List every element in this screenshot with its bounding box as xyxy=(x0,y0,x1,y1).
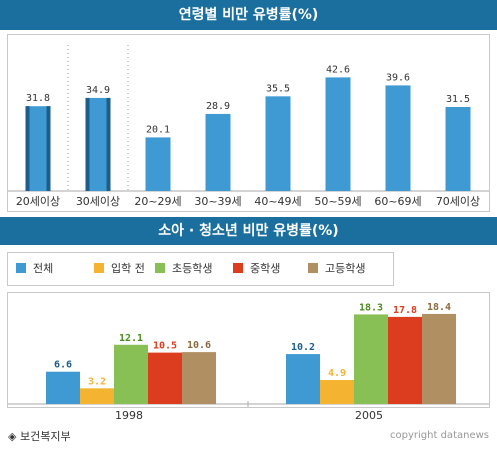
youth-bar-1998-1 xyxy=(46,371,80,404)
youth-bar-1998-4 xyxy=(148,352,182,404)
youth-chart-legend: 전체 입학 전 초등학생 중학생 고등학생 xyxy=(7,252,394,286)
age-bar-5 xyxy=(265,96,291,191)
age-bar-7 xyxy=(385,85,411,191)
age-bar-1-edge-left xyxy=(25,106,30,191)
youth-bar-1998-5 xyxy=(182,352,216,404)
legend-label-4: 중학생 xyxy=(250,262,281,275)
youth-bar-2005-3 xyxy=(354,314,388,404)
age-value-label-8: 31.5 xyxy=(446,94,470,105)
youth-bar-2005-4 xyxy=(388,316,422,404)
age-obesity-chart: 31.8 20세이상 34.9 30세이상 20.1 20~29세 28.9 30~39세 35… xyxy=(8,45,489,208)
youth-value-label-1998-5: 10.6 xyxy=(187,340,211,351)
legend-item-4: 중학생 xyxy=(233,253,280,285)
age-value-label-1: 31.8 xyxy=(26,93,50,104)
youth-value-label-2005-4: 17.8 xyxy=(393,305,417,316)
age-category-label-2: 30세이상 xyxy=(76,195,120,208)
age-value-label-6: 42.6 xyxy=(326,64,350,75)
age-chart-title: 연령별 비만 유병률(%) xyxy=(0,0,497,30)
age-category-label-8: 70세이상 xyxy=(436,195,480,208)
age-category-label-6: 50~59세 xyxy=(314,195,361,208)
youth-bar-1998-3 xyxy=(114,344,148,404)
copyright-note: copyright datanews xyxy=(390,430,489,441)
legend-item-3: 초등학생 xyxy=(155,253,212,285)
age-bar-2-edge-left xyxy=(85,97,90,191)
legend-swatch-2 xyxy=(94,263,104,273)
youth-value-label-2005-1: 10.2 xyxy=(291,342,315,353)
youth-value-label-2005-3: 18.3 xyxy=(359,302,383,313)
age-bar-4 xyxy=(205,113,231,191)
youth-category-label-2: 2005 xyxy=(355,409,383,422)
age-bar-8 xyxy=(445,107,471,191)
youth-value-label-1998-2: 3.2 xyxy=(88,376,106,387)
youth-chart-panel: 6.6 3.2 12.1 10.5 10.6 10.2 4.9 18.3 17.8 18.4 199… xyxy=(7,292,490,422)
youth-value-label-1998-4: 10.5 xyxy=(153,341,177,352)
age-bar-3 xyxy=(145,137,171,191)
legend-swatch-3 xyxy=(155,263,165,273)
youth-bar-2005-5 xyxy=(422,313,456,404)
age-category-label-7: 60~69세 xyxy=(374,195,421,208)
age-chart-panel: 31.8 20세이상 34.9 30세이상 20.1 20~29세 28.9 30~39세 35… xyxy=(7,34,490,212)
legend-label-3: 초등학생 xyxy=(172,262,213,275)
youth-value-label-1998-1: 6.6 xyxy=(54,360,72,371)
age-value-label-3: 20.1 xyxy=(146,124,170,135)
youth-chart-title: 소아 · 청소년 비만 유병률(%) xyxy=(0,217,497,245)
legend-label-2: 입학 전 xyxy=(111,262,145,275)
source-label: 보건복지부 xyxy=(19,430,71,443)
age-value-label-4: 28.9 xyxy=(206,101,230,112)
legend-swatch-5 xyxy=(308,263,318,273)
youth-obesity-chart: 6.6 3.2 12.1 10.5 10.6 10.2 4.9 18.3 17.8 18.4 199… xyxy=(8,302,489,422)
age-category-label-4: 30~39세 xyxy=(194,195,241,208)
youth-category-label-1: 1998 xyxy=(115,409,143,422)
age-value-label-5: 35.5 xyxy=(266,83,290,94)
age-bar-1 xyxy=(25,106,51,191)
youth-value-label-2005-2: 4.9 xyxy=(328,368,346,379)
age-category-label-5: 40~49세 xyxy=(254,195,301,208)
youth-bar-1998-2 xyxy=(80,388,114,404)
age-bar-2-edge-right xyxy=(106,97,111,191)
legend-swatch-4 xyxy=(233,263,243,273)
legend-item-2: 입학 전 xyxy=(94,253,145,285)
legend-label-1: 전체 xyxy=(33,262,54,275)
age-value-label-7: 39.6 xyxy=(386,72,410,83)
youth-bar-2005-2 xyxy=(320,380,354,404)
youth-bar-2005-1 xyxy=(286,354,320,404)
legend-label-5: 고등학생 xyxy=(325,262,366,275)
age-bar-1-edge-right xyxy=(46,106,51,191)
age-category-label-3: 20~29세 xyxy=(134,195,181,208)
youth-value-label-1998-3: 12.1 xyxy=(119,333,143,344)
youth-value-label-2005-5: 18.4 xyxy=(427,302,451,313)
age-category-label-1: 20세이상 xyxy=(16,195,60,208)
legend-swatch-1 xyxy=(16,263,26,273)
age-value-label-2: 34.9 xyxy=(86,85,110,96)
diamond-icon: ◈ xyxy=(8,430,17,443)
age-bar-6 xyxy=(325,77,351,191)
legend-item-1: 전체 xyxy=(16,253,53,285)
age-bar-2 xyxy=(85,97,111,191)
legend-item-5: 고등학생 xyxy=(308,253,365,285)
source-note: ◈ 보건복지부 xyxy=(8,428,71,444)
